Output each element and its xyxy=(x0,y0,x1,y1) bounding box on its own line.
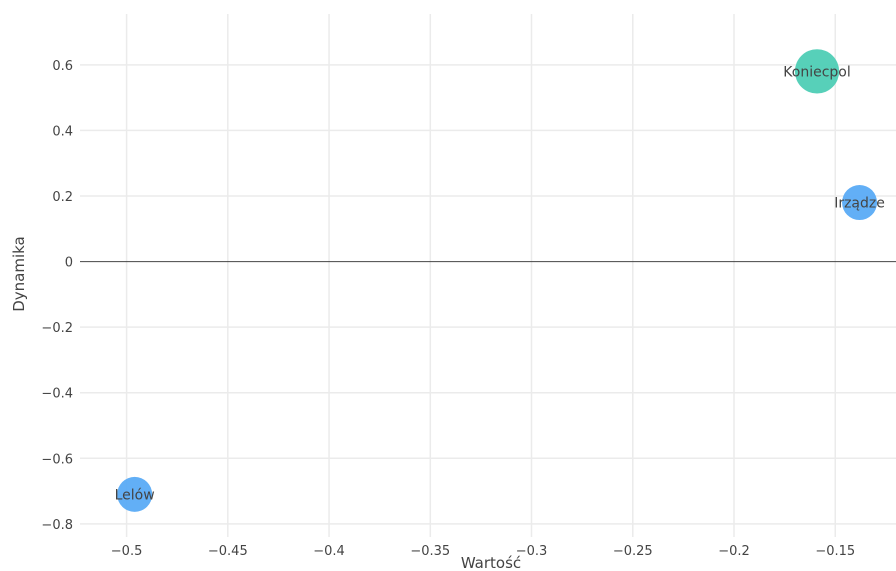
x-axis-title: Wartość xyxy=(461,554,521,571)
x-tick-labels: −0.5 −0.45 −0.4 −0.35 −0.3 −0.25 −0.2 −0.15 xyxy=(111,544,855,559)
data-point[interactable] xyxy=(842,185,878,221)
x-tick-label: −0.2 xyxy=(718,544,750,559)
data-points: Koniecpol Irządze Lelów xyxy=(115,49,885,512)
data-point[interactable] xyxy=(794,49,840,94)
x-tick-label: −0.25 xyxy=(613,544,653,559)
y-tick-label: −0.6 xyxy=(41,452,73,467)
y-tick-label: 0.4 xyxy=(52,124,73,139)
y-tick-labels: 0.6 0.4 0.2 0 −0.2 −0.4 −0.6 −0.8 xyxy=(41,59,73,533)
y-axis-title: Dynamika xyxy=(10,236,28,312)
grid-lines xyxy=(80,14,896,537)
x-tick-label: −0.35 xyxy=(410,544,450,559)
y-tick-label: 0.6 xyxy=(52,59,73,74)
x-tick-label: −0.3 xyxy=(516,544,548,559)
data-point[interactable] xyxy=(117,476,153,512)
y-tick-label: −0.8 xyxy=(41,518,73,533)
data-point-label: Irządze xyxy=(834,196,885,212)
data-point-label: Koniecpol xyxy=(783,64,850,80)
y-tick-label: 0 xyxy=(65,256,73,271)
y-tick-label: −0.4 xyxy=(41,387,73,402)
x-tick-label: −0.4 xyxy=(313,544,345,559)
y-tick-label: 0.2 xyxy=(52,190,73,205)
data-point-label: Lelów xyxy=(115,487,155,503)
x-tick-label: −0.5 xyxy=(111,544,143,559)
x-tick-label: −0.15 xyxy=(815,544,855,559)
y-tick-label: −0.2 xyxy=(41,321,73,336)
x-tick-label: −0.45 xyxy=(208,544,248,559)
